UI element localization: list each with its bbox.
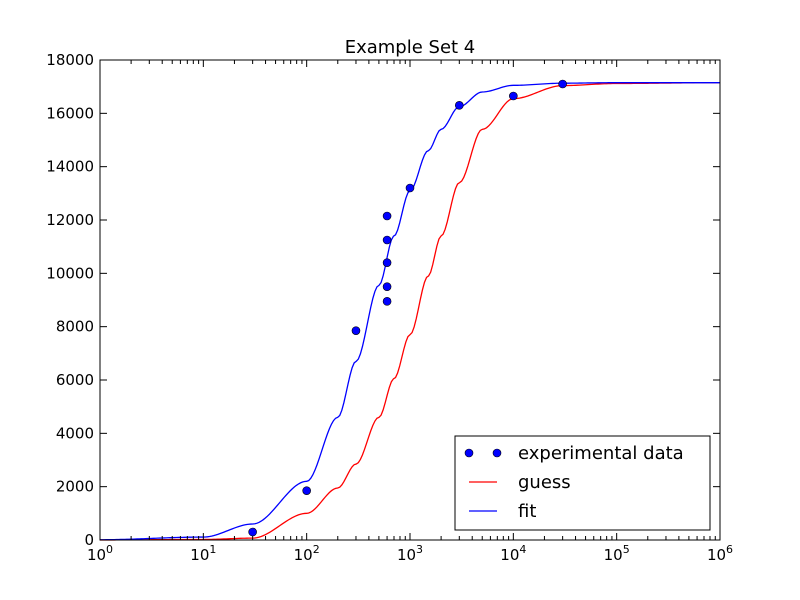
data-point: [558, 79, 567, 89]
data-point: [382, 282, 392, 291]
data-point: [405, 183, 415, 193]
data-point: [351, 326, 361, 335]
x-tick-label: 100: [87, 543, 113, 564]
x-tick-label: 106: [707, 543, 733, 564]
y-tick-label: 6000: [56, 371, 94, 389]
x-tick-label: 105: [604, 543, 630, 564]
x-tick-base: 10: [294, 546, 313, 564]
chart-title: Example Set 4: [345, 37, 476, 58]
y-tick-label: 8000: [56, 318, 94, 336]
y-tick-label: 0: [84, 531, 94, 549]
x-tick-base: 10: [707, 546, 726, 564]
axis-ticks: 0 2000 4000 6000 8000 10000 12000 14000 16000 180…: [46, 51, 733, 564]
y-tick-label: 2000: [56, 478, 94, 496]
y-tick-label: 18000: [46, 51, 94, 69]
x-tick-label: 102: [294, 543, 320, 564]
y-tick-label: 16000: [46, 104, 94, 122]
y-tick-label: 4000: [56, 424, 94, 442]
series-points: [248, 79, 567, 537]
x-tick-base: 10: [500, 546, 519, 564]
data-point: [382, 211, 392, 221]
legend-marker: [492, 448, 502, 458]
legend-marker: [464, 448, 474, 458]
data-point: [248, 527, 257, 537]
legend: experimental data guess fit: [454, 435, 711, 531]
data-point: [454, 101, 464, 110]
y-tick-label: 14000: [46, 158, 94, 176]
data-point: [382, 297, 392, 306]
x-tick-exponent: 0: [106, 543, 113, 556]
x-tick-base: 10: [604, 546, 623, 564]
data-point: [302, 486, 311, 495]
x-tick-base: 10: [190, 546, 209, 564]
x-tick-base: 10: [397, 546, 416, 564]
x-tick-base: 10: [87, 546, 106, 564]
x-tick-exponent: 2: [313, 543, 320, 556]
y-tick-label: 12000: [46, 211, 94, 229]
x-tick-exponent: 1: [209, 543, 216, 556]
x-tick-exponent: 5: [623, 543, 630, 556]
x-tick-exponent: 6: [726, 543, 733, 556]
x-tick-label: 103: [397, 543, 423, 564]
x-tick-label: 104: [500, 543, 526, 564]
x-tick-exponent: 4: [519, 543, 526, 556]
legend-label: fit: [518, 501, 536, 522]
x-tick-label: 101: [190, 543, 216, 564]
legend-label: guess: [518, 472, 571, 493]
legend-label: experimental data: [518, 443, 684, 464]
x-tick-exponent: 3: [416, 543, 423, 556]
data-point: [382, 235, 392, 245]
data-point: [382, 258, 392, 267]
y-tick-label: 10000: [46, 264, 94, 282]
data-point: [509, 91, 518, 101]
